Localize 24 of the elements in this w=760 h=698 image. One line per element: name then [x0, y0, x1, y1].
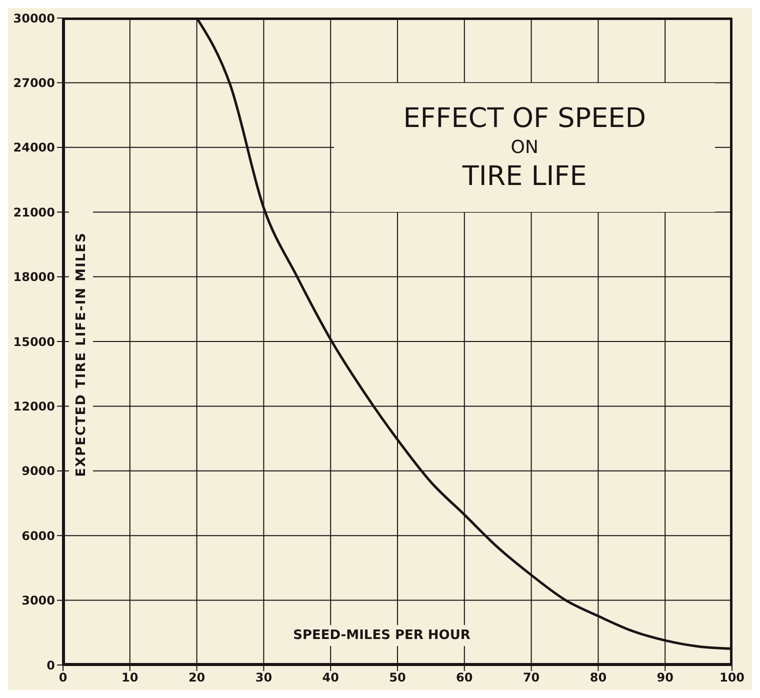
y-axis-title: EXPECTED TIRE LIFE-IN MILES [74, 232, 89, 477]
title-panel: EFFECT OF SPEED ON TIRE LIFE [334, 82, 716, 212]
y-tick-label: 21000 [13, 205, 55, 220]
x-tick-label: 70 [522, 670, 540, 685]
y-tick-label: 12000 [13, 399, 55, 414]
x-tick-label: 100 [719, 670, 745, 685]
y-tick-label: 3000 [22, 594, 55, 608]
y-tick-label: 9000 [22, 464, 55, 478]
x-tick-label: 40 [322, 670, 339, 685]
x-tick-label: 0 [58, 670, 68, 685]
y-tick-label: 0 [46, 658, 55, 672]
y-tick-label: 6000 [22, 528, 55, 543]
y-tick-label: 24000 [13, 140, 55, 155]
y-tick-label: 18000 [13, 270, 55, 284]
x-tick-label: 50 [389, 670, 406, 685]
x-tick-label: 30 [255, 670, 272, 685]
x-tick-label: 60 [456, 670, 473, 685]
y-tick-label: 27000 [13, 76, 55, 90]
x-tick-label: 10 [122, 670, 138, 685]
x-tick-label: 20 [188, 670, 206, 685]
x-tick-label: 90 [656, 670, 674, 685]
x-tick-label: 80 [590, 670, 607, 685]
y-tick-label: 30000 [13, 11, 55, 26]
y-tick-label: 15000 [13, 334, 55, 349]
